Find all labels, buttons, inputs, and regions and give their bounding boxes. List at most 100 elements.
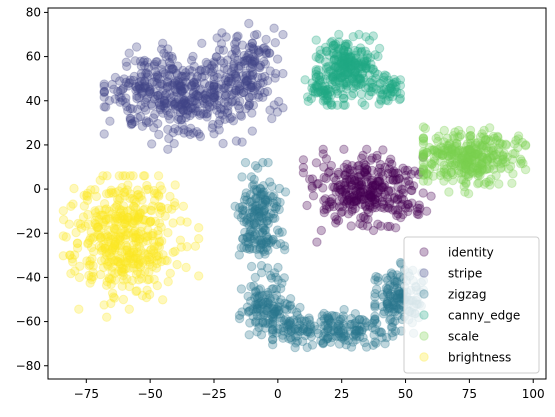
- point-zigzag: [246, 281, 256, 292]
- point-stripe: [141, 118, 152, 128]
- point-stripe: [250, 56, 260, 66]
- point-brightness: [155, 181, 165, 191]
- point-identity: [371, 202, 381, 213]
- point-canny_edge: [361, 61, 372, 71]
- point-zigzag: [291, 338, 301, 348]
- point-stripe: [163, 144, 173, 155]
- point-identity: [379, 203, 389, 213]
- point-canny_edge: [347, 73, 357, 84]
- point-stripe: [110, 94, 120, 104]
- point-zigzag: [389, 300, 400, 310]
- point-identity: [362, 170, 372, 180]
- point-zigzag: [261, 242, 272, 253]
- point-zigzag: [246, 172, 257, 182]
- point-stripe: [196, 66, 207, 76]
- point-stripe: [214, 125, 224, 135]
- point-canny_edge: [367, 82, 377, 93]
- point-zigzag: [386, 271, 396, 282]
- point-scale: [480, 135, 491, 145]
- point-scale: [516, 156, 527, 166]
- point-identity: [392, 174, 402, 185]
- point-stripe: [200, 65, 211, 76]
- point-stripe: [172, 70, 183, 80]
- point-scale: [465, 134, 476, 144]
- point-zigzag: [250, 161, 261, 171]
- point-canny_edge: [368, 82, 378, 93]
- point-scale: [437, 145, 448, 156]
- point-identity: [357, 199, 367, 210]
- point-stripe: [223, 101, 233, 111]
- point-zigzag: [318, 337, 328, 348]
- point-zigzag: [268, 325, 278, 335]
- point-brightness: [83, 238, 93, 248]
- point-zigzag: [255, 304, 265, 314]
- point-identity: [390, 192, 400, 203]
- point-identity: [327, 199, 337, 209]
- point-stripe: [164, 70, 175, 80]
- point-canny_edge: [330, 62, 340, 73]
- point-identity: [388, 168, 398, 179]
- point-stripe: [188, 78, 199, 88]
- point-scale: [482, 155, 493, 165]
- point-stripe: [219, 63, 229, 74]
- point-zigzag: [385, 303, 395, 313]
- point-stripe: [159, 95, 170, 105]
- point-zigzag: [263, 157, 273, 168]
- point-stripe: [188, 128, 199, 138]
- point-identity: [367, 185, 378, 195]
- point-zigzag: [252, 311, 262, 321]
- point-zigzag: [248, 207, 258, 217]
- point-identity: [352, 195, 362, 205]
- point-identity: [415, 203, 425, 214]
- point-canny_edge: [374, 43, 385, 54]
- point-canny_edge: [332, 100, 342, 110]
- point-scale: [454, 159, 464, 169]
- point-scale: [486, 143, 496, 153]
- point-stripe: [192, 78, 202, 88]
- point-canny_edge: [348, 56, 359, 67]
- point-stripe: [170, 76, 181, 86]
- point-zigzag: [268, 213, 278, 224]
- point-zigzag: [322, 311, 333, 321]
- point-scale: [485, 123, 495, 133]
- point-scale: [462, 146, 473, 156]
- point-brightness: [102, 312, 112, 322]
- point-stripe: [153, 71, 163, 81]
- point-stripe: [234, 61, 244, 71]
- point-scale: [476, 159, 486, 170]
- point-identity: [380, 162, 390, 173]
- point-zigzag: [272, 309, 282, 320]
- point-zigzag: [255, 243, 266, 253]
- point-brightness: [67, 254, 77, 264]
- point-zigzag: [335, 327, 346, 338]
- point-zigzag: [319, 314, 330, 324]
- point-zigzag: [383, 275, 393, 286]
- point-zigzag: [238, 234, 248, 244]
- point-zigzag: [245, 318, 255, 328]
- y-tick-label: −40: [16, 270, 41, 284]
- point-brightness: [148, 228, 158, 239]
- point-zigzag: [379, 306, 390, 317]
- point-canny_edge: [308, 86, 318, 97]
- point-zigzag: [304, 313, 314, 323]
- point-identity: [335, 184, 345, 195]
- point-identity: [396, 212, 406, 223]
- point-zigzag: [244, 330, 254, 340]
- point-zigzag: [305, 322, 315, 332]
- point-zigzag: [259, 310, 269, 320]
- point-zigzag: [370, 292, 380, 302]
- point-brightness: [117, 281, 128, 291]
- point-scale: [466, 155, 477, 165]
- point-stripe: [242, 53, 252, 63]
- point-stripe: [113, 86, 123, 97]
- point-identity: [387, 167, 397, 178]
- point-scale: [424, 164, 435, 174]
- point-zigzag: [346, 319, 357, 329]
- point-stripe: [140, 76, 150, 86]
- y-tick-label: 60: [26, 50, 41, 64]
- point-scale: [477, 158, 487, 168]
- point-identity: [397, 199, 407, 210]
- point-zigzag: [285, 316, 295, 326]
- point-canny_edge: [322, 90, 333, 101]
- point-scale: [418, 157, 429, 168]
